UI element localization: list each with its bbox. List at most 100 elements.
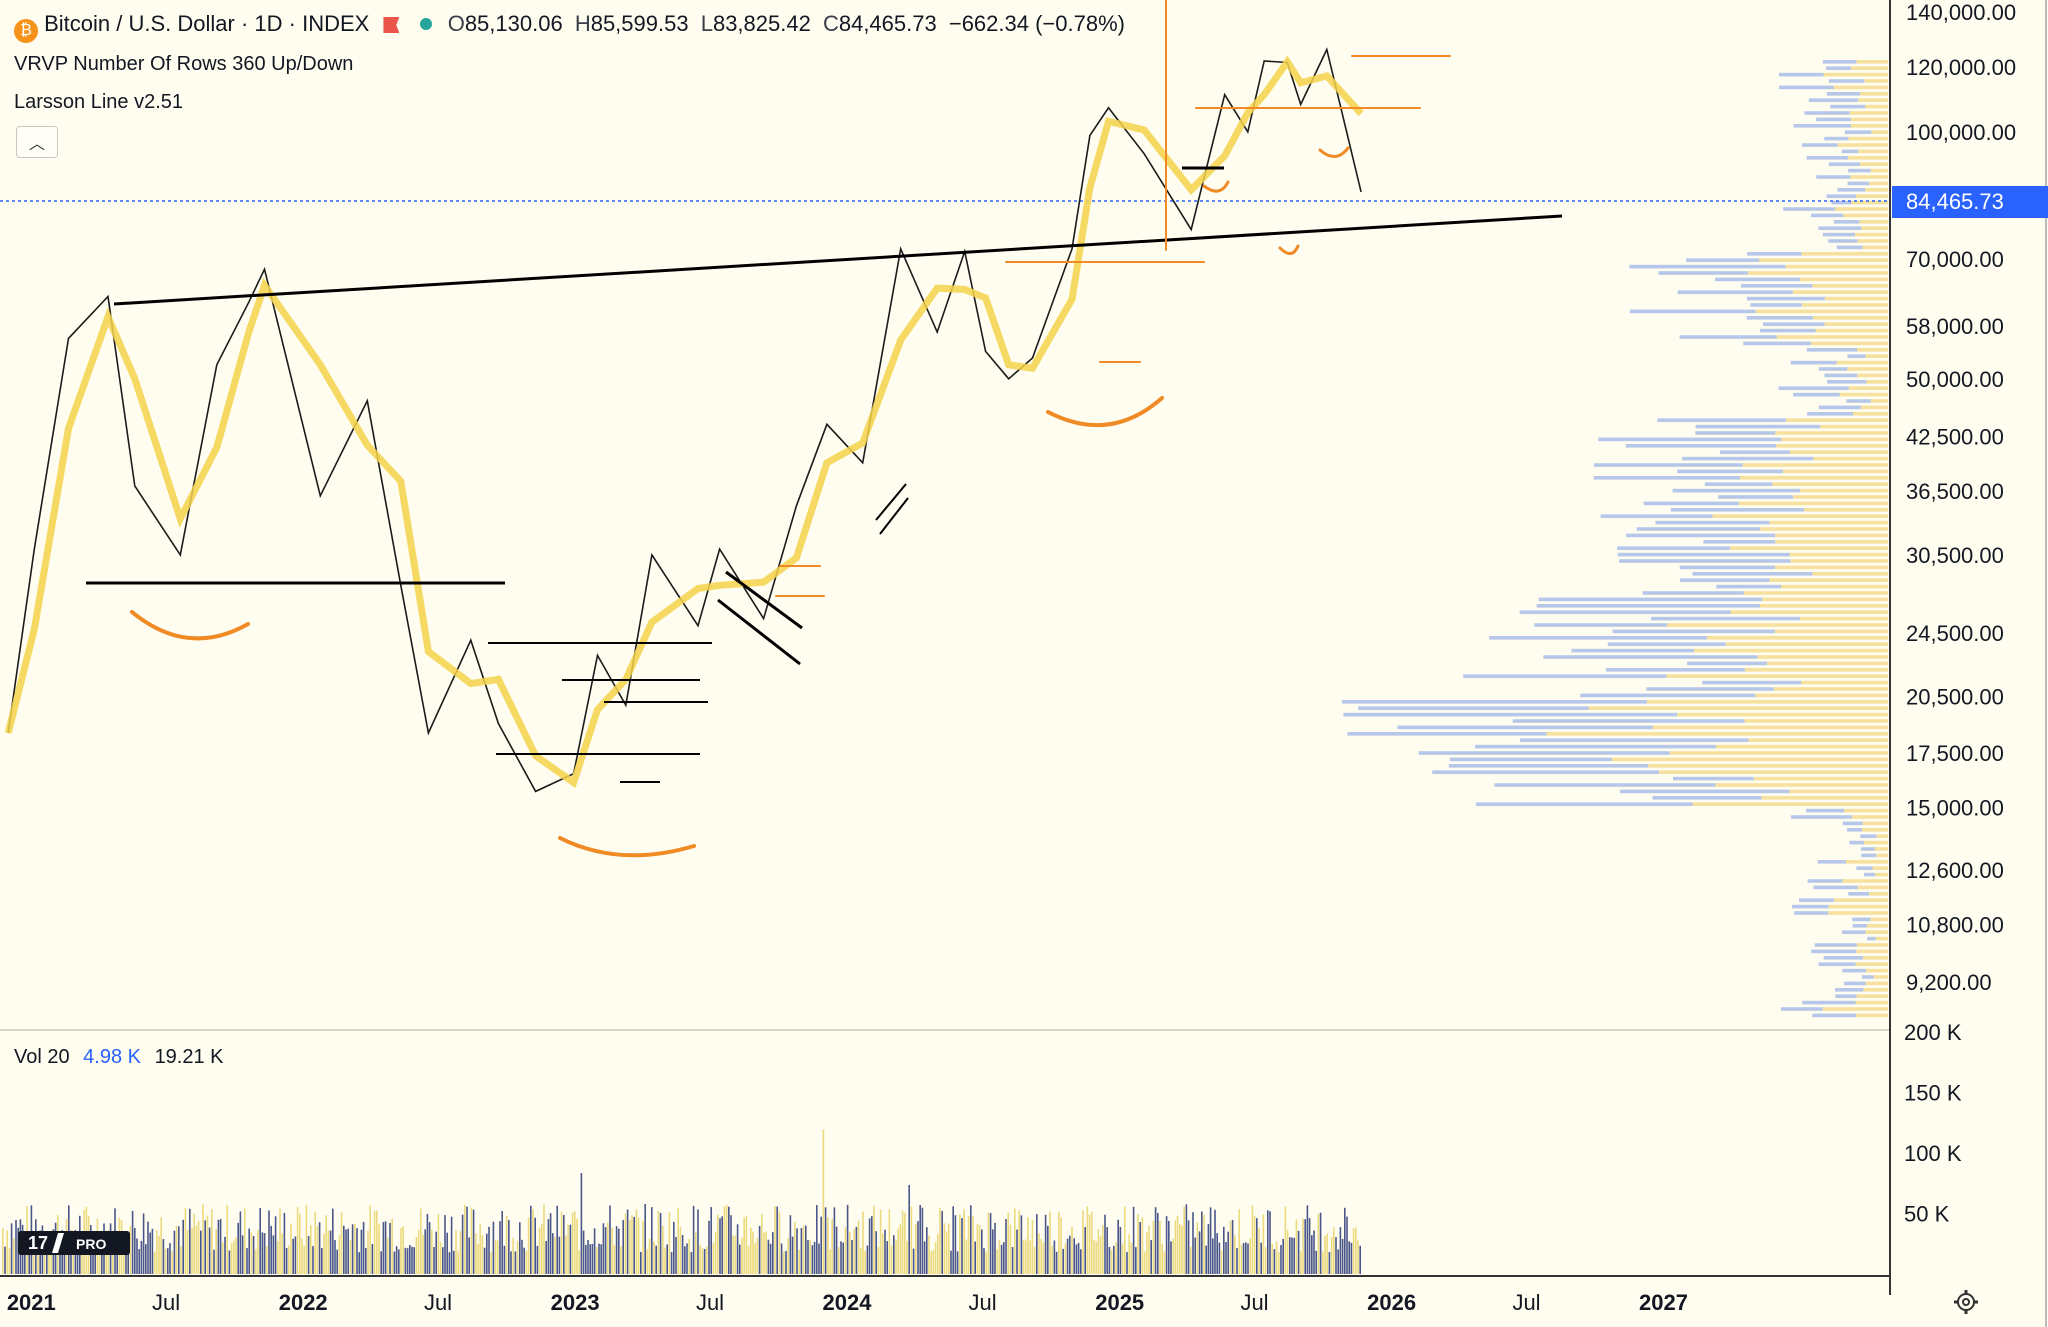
volume-bar: [772, 1232, 774, 1274]
volume-bar: [692, 1205, 695, 1274]
price-tick-label[interactable]: 36,500.00: [1906, 479, 2004, 504]
time-tick-label[interactable]: Jul: [696, 1290, 724, 1315]
price-tick-label[interactable]: 17,500.00: [1906, 741, 2004, 766]
volume-bar: [536, 1245, 539, 1274]
profile-up-bar: [1848, 136, 1888, 141]
time-tick-label[interactable]: 2021: [7, 1290, 56, 1315]
channel-small-b[interactable]: [879, 497, 909, 535]
arc-2022[interactable]: [558, 836, 696, 858]
volume-bar: [380, 1251, 382, 1274]
price-tick-label[interactable]: 100,000.00: [1906, 120, 2016, 145]
volume-bar: [299, 1213, 301, 1274]
volume-bar: [1311, 1235, 1313, 1274]
volume-bar: [400, 1227, 402, 1274]
volume-bar: [178, 1226, 180, 1274]
time-tick-label[interactable]: 2026: [1367, 1290, 1416, 1315]
price-tick-label[interactable]: 9,200.00: [1906, 970, 1992, 995]
channel-top[interactable]: [725, 570, 803, 630]
time-tick-label[interactable]: 2027: [1639, 1290, 1688, 1315]
collapse-legend-button[interactable]: ︿: [16, 126, 58, 158]
volume-bar: [783, 1251, 785, 1274]
time-tick-label[interactable]: Jul: [152, 1290, 180, 1315]
symbol-legend[interactable]: ₿ Bitcoin / U.S. Dollar · 1D · INDEX O85…: [14, 10, 1125, 43]
volume-bar: [884, 1229, 886, 1274]
volume-bar: [791, 1236, 794, 1274]
profile-down-bar: [1695, 431, 1776, 435]
time-tick-label[interactable]: 2023: [551, 1290, 600, 1315]
indicator-larsson[interactable]: Larsson Line v2.51: [14, 91, 184, 113]
time-tick-label[interactable]: 2025: [1095, 1290, 1144, 1315]
time-tick-label[interactable]: 2024: [823, 1290, 873, 1315]
price-tick-label[interactable]: 24,500.00: [1906, 621, 2004, 646]
time-tick-label[interactable]: Jul: [1512, 1290, 1540, 1315]
volume-bar: [318, 1222, 321, 1274]
volume-bar: [1064, 1243, 1067, 1274]
time-axis[interactable]: 2021 Jul 2022 Jul 2023 Jul 2024 Jul 2025 Jul 2026 J…: [7, 1290, 1688, 1315]
indicator-vrvp[interactable]: VRVP Number Of Rows 360 Up/Down: [14, 53, 354, 75]
time-tick-label[interactable]: Jul: [1240, 1290, 1268, 1315]
volume-bar: [1236, 1248, 1238, 1274]
volume-tick-label[interactable]: 50 K: [1904, 1202, 1950, 1227]
ascending-trendline[interactable]: [113, 214, 1563, 306]
price-tick-label[interactable]: 58,000.00: [1906, 314, 2004, 339]
tradingview-logo[interactable]: 17 PRO: [18, 1229, 130, 1257]
volume-bar: [1249, 1238, 1251, 1274]
price-tick-label[interactable]: 15,000.00: [1906, 796, 2004, 821]
profile-down-bar: [1849, 840, 1865, 845]
profile-down-bar: [1808, 98, 1859, 102]
profile-up-bar: [1789, 552, 1888, 557]
price-tick-label[interactable]: 70,000.00: [1906, 247, 2004, 272]
volume-bar: [259, 1208, 261, 1274]
price-tick-label[interactable]: 20,500.00: [1906, 684, 2004, 709]
volume-bar: [948, 1223, 950, 1274]
volume-bar: [939, 1207, 941, 1274]
volume-bar: [202, 1204, 204, 1274]
price-tick-label[interactable]: 120,000.00: [1906, 55, 2016, 80]
volume-bar: [956, 1251, 959, 1274]
channel-small-a[interactable]: [875, 483, 907, 521]
volume-bar: [334, 1240, 336, 1274]
profile-up-bar: [1812, 572, 1888, 576]
volume-bar: [906, 1240, 908, 1274]
time-tick-label[interactable]: 2022: [279, 1290, 328, 1315]
time-tick-label[interactable]: Jul: [969, 1290, 997, 1315]
profile-down-bar: [1831, 200, 1852, 205]
price-tick-label[interactable]: 30,500.00: [1906, 543, 2004, 568]
channel-bottom[interactable]: [717, 598, 801, 666]
price-tick-label[interactable]: 140,000.00: [1906, 0, 2016, 25]
price-tick-label[interactable]: 50,000.00: [1906, 367, 2004, 392]
volume-bar: [351, 1224, 354, 1274]
volume-bar: [530, 1205, 532, 1274]
profile-up-bar: [1789, 789, 1888, 794]
volume-legend[interactable]: Vol 20 4.98 K 19.21 K: [14, 1043, 224, 1071]
orange-annotations[interactable]: [130, 0, 1451, 858]
red-flag-icon[interactable]: [383, 17, 400, 33]
volume-bar: [613, 1245, 616, 1274]
volume-axis[interactable]: 200 K 150 K 100 K 50 K: [1904, 1020, 1962, 1227]
volume-tick-label[interactable]: 150 K: [1904, 1081, 1962, 1106]
arc-2021[interactable]: [130, 610, 250, 641]
price-tick-label[interactable]: 42,500.00: [1906, 425, 2004, 450]
price-tick-label[interactable]: 12,600.00: [1906, 858, 2004, 883]
volume-bar: [538, 1227, 541, 1274]
volume-bar: [1073, 1238, 1075, 1274]
drawings[interactable]: [86, 166, 1563, 783]
volume-bar: [129, 1225, 132, 1274]
price-axis[interactable]: 140,000.00 120,000.00 100,000.00 70,000.00 5…: [1906, 0, 2016, 995]
symbol-title[interactable]: Bitcoin / U.S. Dollar · 1D · INDEX: [44, 11, 370, 36]
bitcoin-coin-icon: ₿: [14, 19, 38, 43]
profile-down-bar: [1489, 636, 1708, 640]
arc-2025-b[interactable]: [1278, 244, 1300, 255]
volume-tick-label[interactable]: 200 K: [1904, 1020, 1962, 1045]
arc-2025-a[interactable]: [1202, 180, 1230, 193]
price-tick-label[interactable]: 10,800.00: [1906, 913, 2004, 938]
volume-bar: [532, 1209, 534, 1274]
gear-icon[interactable]: [1952, 1288, 1980, 1316]
profile-down-bar: [1842, 930, 1866, 934]
volume-bar: [140, 1240, 143, 1274]
time-tick-label[interactable]: Jul: [424, 1290, 452, 1315]
arc-2025-c[interactable]: [1318, 146, 1350, 158]
volume-tick-label[interactable]: 100 K: [1904, 1141, 1962, 1166]
profile-up-bar: [1775, 540, 1888, 544]
arc-2024[interactable]: [1046, 396, 1164, 428]
